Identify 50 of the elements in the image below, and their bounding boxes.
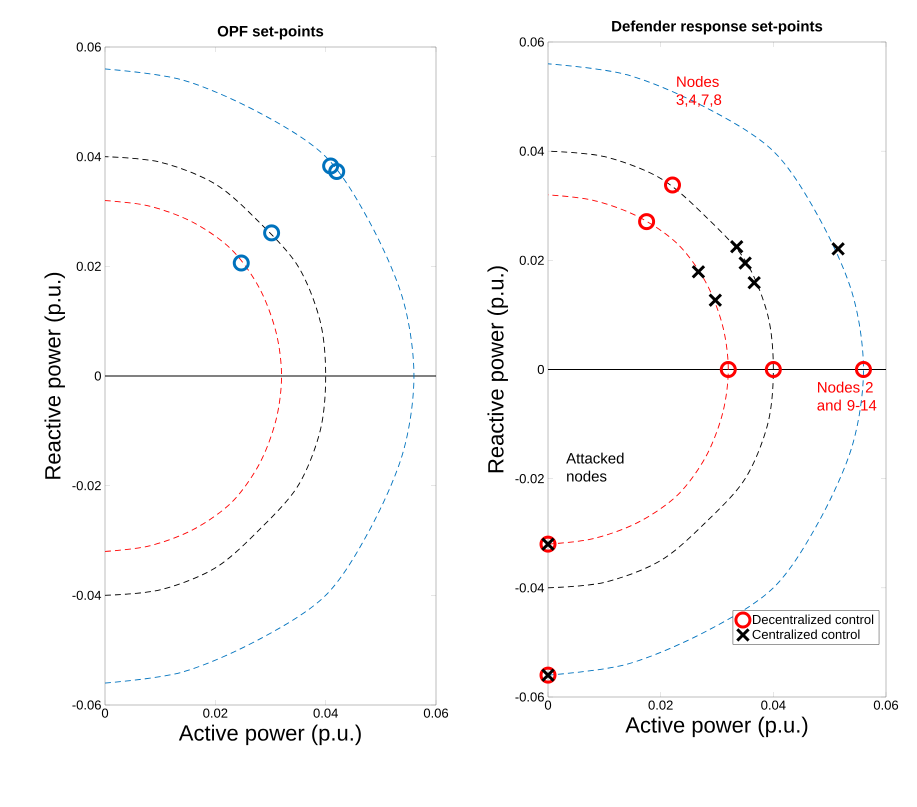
x-tick-label: 0 [102,708,108,718]
x-tick-label: 0.04 [761,700,786,710]
line-series [104,68,414,684]
point [708,293,722,308]
x-tick-label: 0.04 [314,708,338,718]
y-tick-label: -0.02 [72,481,101,490]
y-axis-title: Reactive power (p.u.) [44,272,65,479]
annotation: Nodes 2 and 9-14 [817,382,876,411]
y-axis-title: Reactive power (p.u.) [487,266,508,472]
y-tick-label: -0.06 [515,692,544,702]
x-tick-label: 0.06 [424,708,448,718]
point [638,213,656,230]
legend-label: Centralized control [752,629,860,640]
y-tick-label: 0.06 [520,37,544,47]
y-tick-label: -0.04 [72,590,102,600]
line-series [104,200,282,552]
point [830,242,846,256]
x-tick-label: 0.02 [203,708,228,718]
y-tick-label: 0.04 [76,152,102,162]
point [263,224,280,242]
point [664,176,682,194]
x-tick-label: 0.06 [874,700,898,710]
y-tick-label: -0.06 [72,700,101,710]
x-tick-label: 0 [544,700,552,710]
point [764,360,782,378]
y-tick-label: 0.06 [76,42,101,52]
y-tick-label: 0.02 [520,256,544,265]
point [691,264,706,279]
chart-title: OPF set-points [218,25,324,40]
chart-title: Defender response set-points [612,20,822,34]
point [328,162,346,180]
x-axis-title: Active power (p.u.) [178,724,361,746]
x-tick-label: 0.02 [648,700,673,710]
annotation: Nodes 3,4,7,8 [676,76,722,107]
point [232,254,250,272]
y-tick-label: 0.04 [520,146,544,156]
point [720,360,737,378]
x-axis-title: Active power (p.u.) [625,716,808,738]
y-tick-label: 0.02 [76,262,101,271]
legend-label: Decentralized control [752,614,874,624]
y-tick-label: -0.02 [515,474,544,484]
point [322,157,340,174]
point [730,240,744,254]
y-tick-label: 0 [538,364,544,374]
y-tick-label: 0 [94,371,101,381]
point [747,276,762,290]
y-tick-label: -0.04 [515,583,544,592]
annotation: Attacked nodes [566,452,624,482]
point [854,360,872,378]
point [738,256,752,270]
